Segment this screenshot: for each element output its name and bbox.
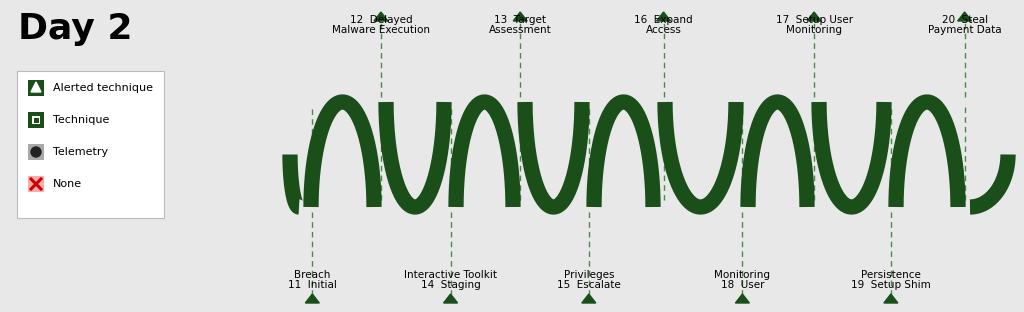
Text: 12  Delayed: 12 Delayed [349,15,413,25]
Polygon shape [884,294,898,303]
FancyBboxPatch shape [32,116,40,124]
Text: 19  Setup Shim: 19 Setup Shim [851,280,931,290]
Text: Access: Access [645,25,682,35]
Text: 17  Setup User: 17 Setup User [775,15,853,25]
Text: Alerted technique: Alerted technique [53,83,153,93]
Text: Telemetry: Telemetry [53,147,109,157]
FancyBboxPatch shape [17,71,164,218]
Polygon shape [582,294,596,303]
FancyBboxPatch shape [28,176,44,192]
Polygon shape [807,12,821,21]
Text: Persistence: Persistence [861,270,921,280]
Circle shape [31,147,41,157]
Text: 16  Expand: 16 Expand [634,15,693,25]
Text: Day 2: Day 2 [18,12,132,46]
Text: 14  Staging: 14 Staging [421,280,480,290]
Text: 11  Initial: 11 Initial [288,280,337,290]
Text: Malware Execution: Malware Execution [332,25,430,35]
Text: 20  Steal: 20 Steal [941,15,988,25]
Polygon shape [305,294,319,303]
Text: 18  User: 18 User [721,280,764,290]
FancyBboxPatch shape [28,80,44,96]
Text: Privileges: Privileges [563,270,614,280]
Text: Interactive Toolkit: Interactive Toolkit [404,270,497,280]
Text: None: None [53,179,82,189]
Text: Payment Data: Payment Data [928,25,1001,35]
Polygon shape [957,12,972,21]
Text: Monitoring: Monitoring [715,270,770,280]
Text: 13  Target: 13 Target [495,15,546,25]
Text: Monitoring: Monitoring [786,25,842,35]
FancyBboxPatch shape [28,144,44,160]
Polygon shape [735,294,750,303]
Text: Assessment: Assessment [488,25,552,35]
FancyBboxPatch shape [28,112,44,128]
Polygon shape [513,12,527,21]
Polygon shape [374,12,388,21]
Polygon shape [31,82,41,92]
Text: 15  Escalate: 15 Escalate [557,280,621,290]
Polygon shape [443,294,458,303]
Text: Technique: Technique [53,115,110,125]
FancyBboxPatch shape [34,118,39,123]
Polygon shape [656,12,671,21]
Text: Breach: Breach [294,270,331,280]
